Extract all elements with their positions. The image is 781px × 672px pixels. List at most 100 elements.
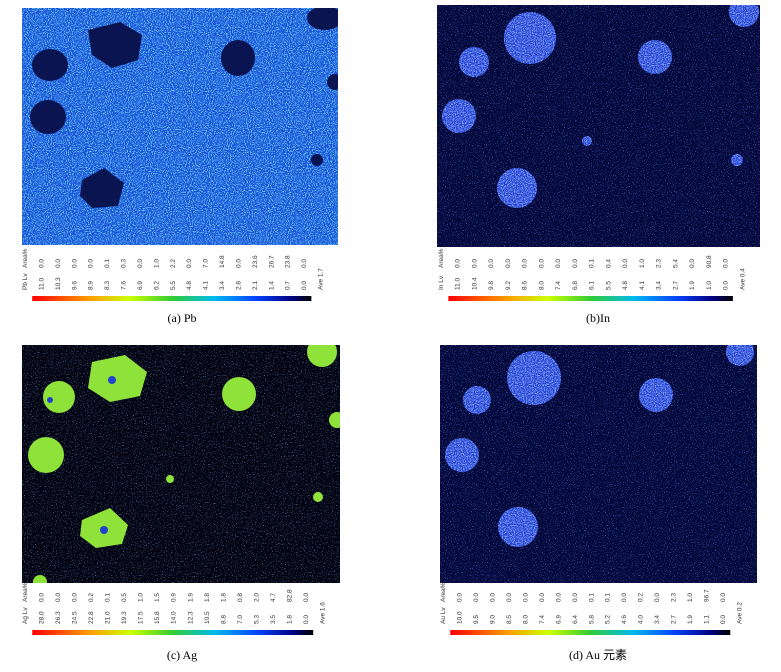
- legend-label: Ag Lv: [22, 607, 29, 624]
- legend-label: 0.0: [235, 259, 242, 268]
- legend-label: 9.0: [489, 615, 496, 624]
- legend-label: 0.1: [588, 593, 595, 602]
- legend-label: 2.0: [253, 593, 260, 602]
- legend-label: 24.5: [72, 611, 79, 624]
- legend-label: 8.6: [522, 281, 529, 290]
- legend-label: 9.8: [488, 281, 495, 290]
- color-bar: [448, 296, 733, 301]
- legend-label: 22.8: [88, 611, 95, 624]
- legend-label: 2.7: [671, 615, 678, 624]
- legend-label: 0.0: [505, 259, 512, 268]
- legend-label: 3.5: [270, 615, 277, 624]
- legend-label: 2.8: [235, 281, 242, 290]
- legend-label: 0.9: [171, 593, 178, 602]
- caption: (c) Ag: [167, 648, 197, 662]
- legend-label: 23.6: [252, 255, 259, 268]
- map-in: [437, 5, 760, 247]
- legend-label: 0.2: [88, 593, 95, 602]
- legend-label: 8.9: [88, 281, 95, 290]
- legend-label: 0.0: [654, 593, 661, 602]
- legend-label: 0.0: [455, 259, 462, 268]
- legend-label: 7.0: [237, 615, 244, 624]
- legend-label: 21.0: [105, 611, 112, 624]
- legend-label: 10.5: [204, 611, 211, 624]
- legend-label: Area%: [438, 248, 445, 268]
- caption: (d) Au 元素: [569, 648, 627, 662]
- legend-label: 5.5: [170, 281, 177, 290]
- legend-label: 0.0: [489, 593, 496, 602]
- legend-label: Au Lv: [440, 607, 447, 624]
- legend-label: 0.0: [303, 593, 310, 602]
- legend-label: 4.0: [638, 615, 645, 624]
- legend-label: 10.4: [471, 277, 478, 290]
- legend-label: 10.3: [55, 277, 62, 290]
- legend-label: 5.8: [588, 615, 595, 624]
- legend-label: 9.6: [71, 281, 78, 290]
- legend-label: 0.0: [456, 593, 463, 602]
- map-au: [440, 345, 757, 583]
- legend-label: 0.0: [506, 593, 513, 602]
- legend-label: 0.0: [55, 593, 62, 602]
- legend-label: Pb Lv: [22, 273, 29, 290]
- legend: In Lv Area% 11.0 0.0 10.4 0.0 9.8 0.0 9.2 0.0 8.6 0…: [438, 248, 746, 325]
- legend-label: 2.3: [671, 593, 678, 602]
- legends: Pb Lv Area% 11.0 0.0 10.3 0.0 9.6 0.0 8.9 0.0 8.3 0…: [22, 248, 746, 662]
- legend-label: 2.2: [170, 259, 177, 268]
- legend-label: 0.0: [622, 259, 629, 268]
- legend-label: 1.0: [153, 259, 160, 268]
- legend-label: 1.8: [286, 615, 293, 624]
- legend-label: 0.0: [522, 593, 529, 602]
- legend-label: 0.1: [605, 593, 612, 602]
- legend-label: 6.9: [137, 281, 144, 290]
- legend-label: 3.4: [656, 281, 663, 290]
- legend-label: 8.8: [220, 615, 227, 624]
- legend-label: 0.1: [589, 259, 596, 268]
- legend-label: 7.6: [121, 281, 128, 290]
- legend-label: 0.4: [605, 259, 612, 268]
- legend-label: In Lv: [438, 275, 445, 290]
- legend-label: 0.7: [285, 281, 292, 290]
- legend-label: 9.5: [473, 615, 480, 624]
- legend-label: 11.0: [455, 277, 462, 290]
- legend-label: 7.4: [555, 281, 562, 290]
- legend-label: 0.0: [723, 259, 730, 268]
- legend-label: 8.0: [538, 281, 545, 290]
- legend-label: 4.8: [622, 281, 629, 290]
- legend-label: 0.0: [303, 615, 310, 624]
- legend-label: 0.0: [38, 259, 45, 268]
- legend-label: 2.1: [252, 281, 259, 290]
- legend-label: 0.0: [720, 615, 727, 624]
- legend-label: 82.8: [286, 589, 293, 602]
- legend-label: 28.0: [39, 611, 46, 624]
- legend-label: 8.5: [506, 615, 513, 624]
- legend-label: 0.0: [71, 259, 78, 268]
- legend-label: 0.0: [522, 259, 529, 268]
- legend-label: 0.0: [572, 593, 579, 602]
- legend-label: 0.5: [121, 593, 128, 602]
- color-bar: [450, 630, 731, 635]
- legend-label: 15.8: [154, 611, 161, 624]
- legend-label: 7.4: [539, 615, 546, 624]
- legend-label: 6.8: [572, 281, 579, 290]
- legend-label: 1.8: [204, 593, 211, 602]
- legend-label: 5.2: [605, 615, 612, 624]
- legend-label: 0.8: [237, 593, 244, 602]
- legend-label: 0.0: [720, 593, 727, 602]
- legend-label: 4.1: [203, 281, 210, 290]
- legend-label: Area%: [22, 582, 29, 602]
- legend-label: 1.1: [704, 615, 711, 624]
- legend-label: 6.9: [555, 615, 562, 624]
- legend-label: 5.4: [672, 259, 679, 268]
- legend-label: 0.0: [555, 259, 562, 268]
- legend-label: 96.7: [704, 589, 711, 602]
- legend-label: 90.8: [706, 255, 713, 268]
- legend-label: 0.0: [72, 593, 79, 602]
- legend-label: Area%: [22, 248, 29, 268]
- legend-label: 26.3: [55, 611, 62, 624]
- legend-label: 0.0: [572, 259, 579, 268]
- legend-label: 1.0: [138, 593, 145, 602]
- legend-label: 0.3: [121, 259, 128, 268]
- legend-label: 1.5: [154, 593, 161, 602]
- caption: (a) Pb: [168, 311, 197, 325]
